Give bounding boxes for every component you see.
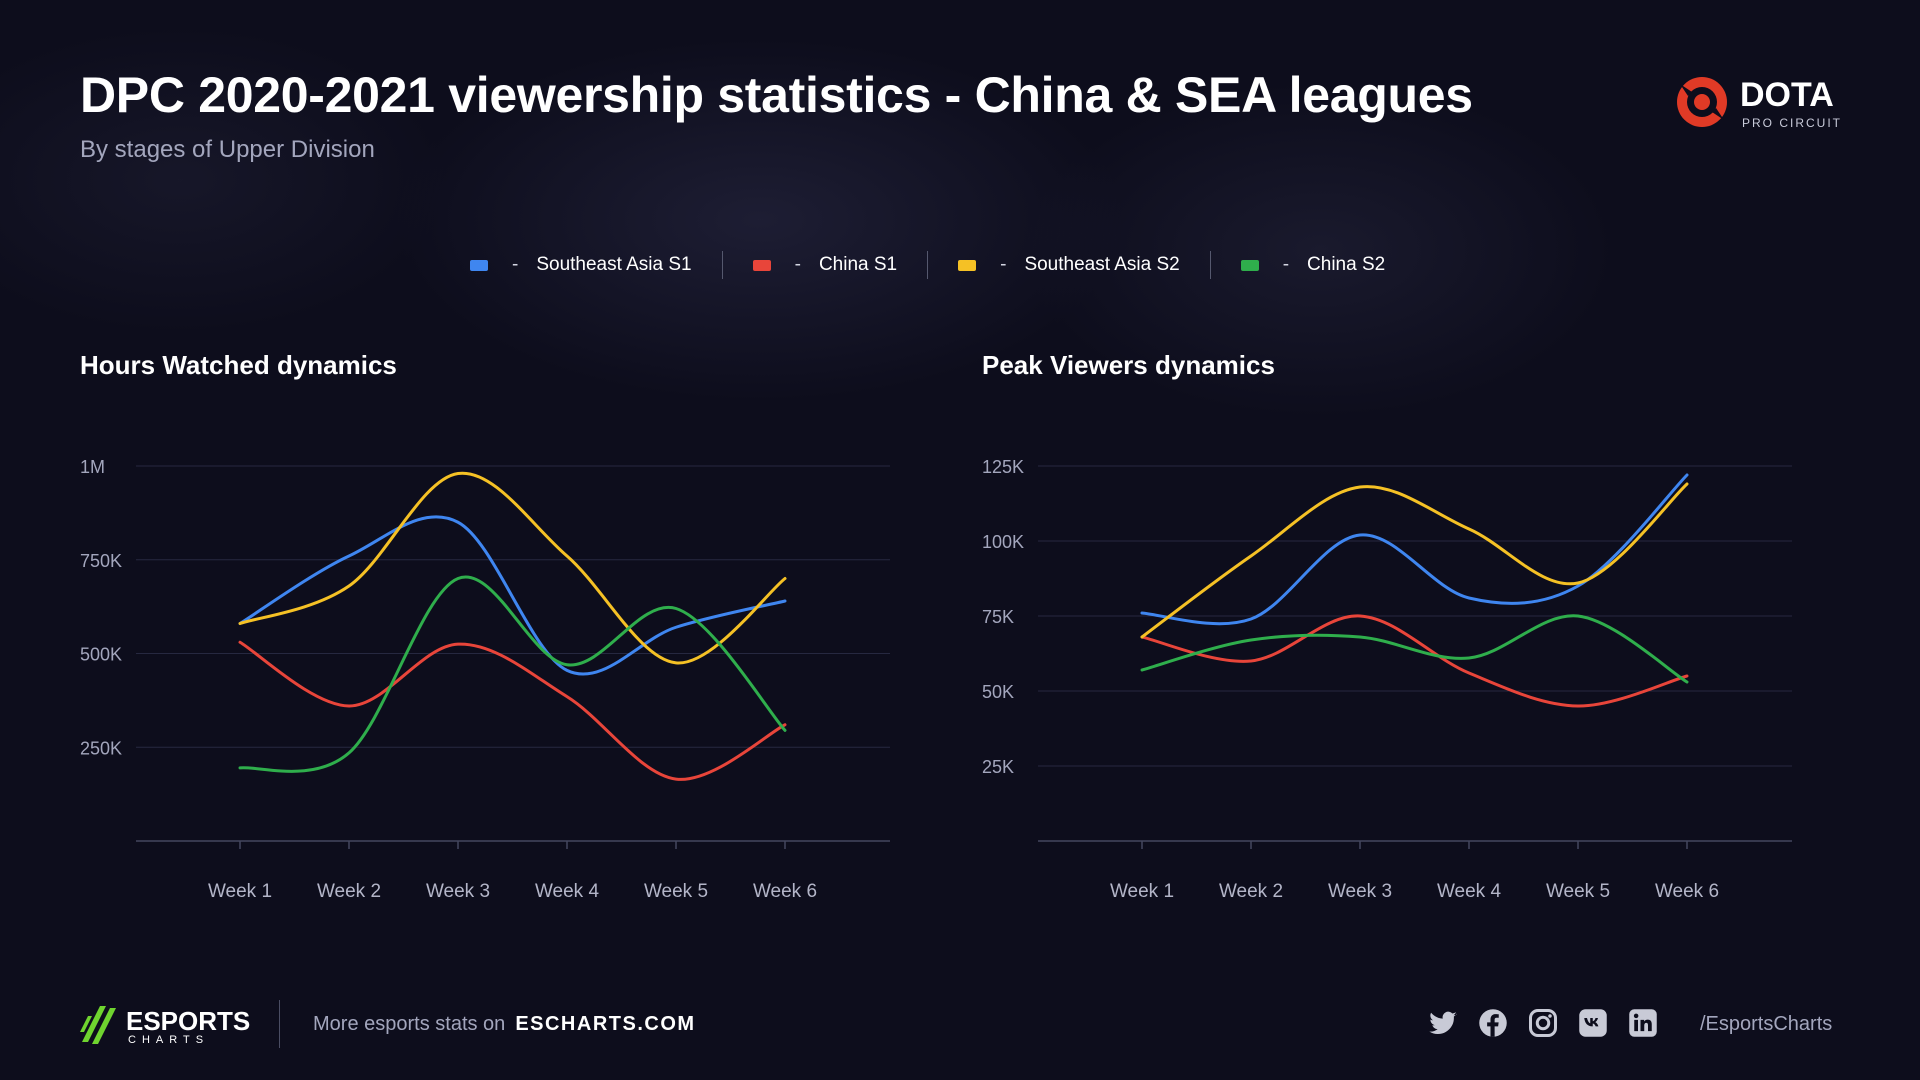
esports-charts-logo: ESPORTS CHARTS [78,1000,258,1050]
y-tick-label: 500K [80,645,122,665]
vk-icon[interactable] [1578,1008,1608,1038]
legend: - Southeast Asia S1 - China S1 - Southea… [460,250,1415,280]
series-line-southeast-asia-s1 [238,515,787,676]
y-tick-label: 750K [80,551,122,571]
legend-item-china-s1: - China S1 [723,250,928,280]
legend-divider [1209,251,1211,279]
esports-charts-icon [80,1006,116,1044]
brand-name: DOTA [1740,76,1834,114]
legend-label: China S1 [818,254,898,275]
dota-pro-circuit-logo: DOTA PRO CIRCUIT [1674,74,1844,134]
twitter-icon[interactable] [1428,1008,1458,1038]
x-tick-label: Week 5 [1546,881,1610,902]
legend-swatch [958,259,977,271]
footer-brand-sub: CHARTS [128,1034,210,1046]
x-tick-label: Week 3 [1328,881,1392,902]
instagram-icon[interactable] [1528,1008,1558,1038]
series-line-china-s1 [238,640,787,781]
site-link[interactable]: ESCHARTS.COM [515,1013,696,1035]
y-tick-label: 50K [982,682,1014,702]
peak-viewers-title: Peak Viewers dynamics [982,350,1275,380]
footer-brand-name: ESPORTS [126,1006,251,1036]
legend-divider [927,251,929,279]
footer-text: More esports stats on ESCHARTS.COM [313,1013,696,1035]
y-tick-label: 100K [982,532,1024,552]
legend-item-sea-s1: - Southeast Asia S1 [460,250,722,280]
legend-item-sea-s2: - Southeast Asia S2 [928,250,1210,280]
legend-label: Southeast Asia S1 [536,254,692,275]
dota-icon [1677,77,1727,127]
hours-watched-title: Hours Watched dynamics [80,350,397,380]
legend-label: Southeast Asia S2 [1024,254,1180,275]
legend-label: China S2 [1307,254,1386,275]
x-tick-label: Week 2 [317,881,381,902]
series-line-china-s2 [238,575,787,773]
y-tick-label: 75K [982,607,1014,627]
legend-divider [721,251,723,279]
series-line-china-s1 [1140,614,1689,708]
series-line-southeast-asia-s1 [1140,473,1689,626]
series-line-china-s2 [1140,614,1689,684]
x-tick-label: Week 6 [753,881,817,902]
facebook-icon[interactable] [1478,1008,1508,1038]
series-line-southeast-asia-s2 [1140,482,1689,639]
linkedin-icon[interactable] [1628,1008,1658,1038]
x-tick-label: Week 3 [426,881,490,902]
footer-divider [279,1000,280,1048]
y-tick-label: 1M [80,457,105,477]
social-handle: /EsportsCharts [1700,1013,1833,1035]
x-tick-label: Week 4 [535,881,600,902]
y-tick-label: 250K [80,738,122,758]
x-tick-label: Week 1 [1110,881,1174,902]
peak-viewers-chart: 25K 50K 75K 100K 125K Week 1 Week 2 Week 3 Week … [982,457,1792,902]
page-title: DPC 2020-2021 viewership statistics - Ch… [80,67,1473,123]
legend-item-china-s2: - China S2 [1211,250,1416,280]
y-tick-label: 25K [982,757,1014,777]
legend-swatch [752,259,771,271]
x-tick-label: Week 6 [1655,881,1719,902]
legend-swatch [1240,259,1259,271]
page-subtitle: By stages of Upper Division [80,136,375,163]
x-tick-label: Week 2 [1219,881,1283,902]
x-tick-label: Week 1 [208,881,272,902]
y-tick-label: 125K [982,457,1024,477]
brand-sub: PRO CIRCUIT [1742,116,1842,130]
x-tick-label: Week 5 [644,881,708,902]
legend-swatch [470,259,488,271]
social-links [1428,1008,1658,1038]
hours-watched-chart: 250K 500K 750K 1M Week 1 Week 2 Week 3 Week 4 We… [80,457,890,902]
series-line-southeast-asia-s2 [238,471,787,665]
x-tick-label: Week 4 [1437,881,1502,902]
